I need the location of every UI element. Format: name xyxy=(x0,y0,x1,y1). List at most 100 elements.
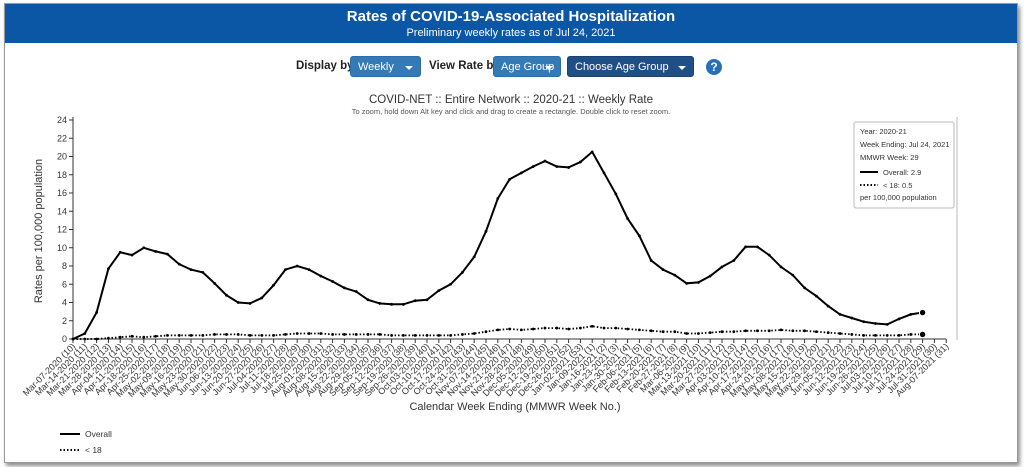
hospitalization-chart[interactable]: COVID-NET :: Entire Network :: 2020-21 :… xyxy=(5,4,1017,462)
data-point[interactable] xyxy=(826,331,830,335)
data-point[interactable] xyxy=(343,333,346,336)
question-circle-icon[interactable]: ? xyxy=(706,59,722,75)
data-point[interactable] xyxy=(918,330,927,339)
data-point[interactable] xyxy=(484,229,488,233)
data-point[interactable] xyxy=(95,337,98,341)
data-point[interactable] xyxy=(331,280,334,283)
data-point[interactable] xyxy=(201,333,205,337)
data-point[interactable] xyxy=(472,332,476,335)
data-point[interactable] xyxy=(685,332,688,335)
data-point[interactable] xyxy=(260,296,264,300)
data-point[interactable] xyxy=(555,326,559,330)
data-point[interactable] xyxy=(661,268,665,272)
data-point[interactable] xyxy=(649,259,653,262)
data-point[interactable] xyxy=(366,333,370,336)
data-point[interactable] xyxy=(756,245,759,249)
data-point[interactable] xyxy=(272,333,275,337)
data-point[interactable] xyxy=(496,328,500,332)
data-point[interactable] xyxy=(107,336,110,340)
data-point[interactable] xyxy=(779,265,783,269)
data-point[interactable] xyxy=(319,274,323,278)
data-point[interactable] xyxy=(225,293,228,297)
data-point[interactable] xyxy=(838,312,842,316)
data-point[interactable] xyxy=(555,165,559,168)
data-point[interactable] xyxy=(885,323,889,326)
data-point[interactable] xyxy=(602,171,606,175)
data-point[interactable] xyxy=(154,250,158,253)
data-point[interactable] xyxy=(614,326,618,330)
age-group-select[interactable]: Choose Age Group xyxy=(567,56,694,77)
legend-item-under18[interactable]: < 18 xyxy=(60,445,102,455)
data-point[interactable] xyxy=(331,333,334,336)
data-point[interactable] xyxy=(626,327,629,331)
data-point[interactable] xyxy=(685,281,688,285)
data-point[interactable] xyxy=(897,333,901,337)
data-point[interactable] xyxy=(307,332,311,335)
data-point[interactable] xyxy=(354,333,358,336)
data-point[interactable] xyxy=(791,273,795,277)
legend-item-overall[interactable]: Overall xyxy=(60,429,112,439)
data-point[interactable] xyxy=(673,273,677,277)
data-point[interactable] xyxy=(520,328,523,332)
data-point[interactable] xyxy=(850,333,854,336)
data-point[interactable] xyxy=(614,192,618,196)
data-point[interactable] xyxy=(543,326,547,330)
data-point[interactable] xyxy=(874,333,877,337)
data-point[interactable] xyxy=(826,304,830,308)
data-point[interactable] xyxy=(284,268,287,272)
data-point[interactable] xyxy=(236,301,240,304)
data-point[interactable] xyxy=(284,333,287,336)
data-point[interactable] xyxy=(697,281,700,284)
data-point[interactable] xyxy=(531,327,535,331)
data-point[interactable] xyxy=(142,246,146,250)
data-point[interactable] xyxy=(590,324,594,328)
data-point[interactable] xyxy=(95,311,98,314)
data-point[interactable] xyxy=(909,312,913,316)
data-point[interactable] xyxy=(673,330,677,334)
data-point[interactable] xyxy=(248,333,252,337)
data-point[interactable] xyxy=(732,330,736,334)
data-point[interactable] xyxy=(815,294,818,298)
data-point[interactable] xyxy=(83,332,87,335)
data-point[interactable] xyxy=(885,333,889,337)
data-point[interactable] xyxy=(744,245,747,249)
data-point[interactable] xyxy=(909,333,913,336)
data-point[interactable] xyxy=(378,302,382,305)
data-point[interactable] xyxy=(413,299,417,303)
data-point[interactable] xyxy=(756,329,759,333)
data-point[interactable] xyxy=(767,329,771,333)
data-point[interactable] xyxy=(484,330,488,334)
data-point[interactable] xyxy=(520,171,523,175)
data-point[interactable] xyxy=(248,302,252,305)
data-point[interactable] xyxy=(767,253,771,257)
data-point[interactable] xyxy=(343,286,346,290)
data-point[interactable] xyxy=(402,333,405,337)
data-point[interactable] xyxy=(260,333,264,337)
data-point[interactable] xyxy=(213,281,217,285)
data-point[interactable] xyxy=(815,330,818,334)
data-point[interactable] xyxy=(638,328,641,332)
data-point[interactable] xyxy=(319,332,323,335)
data-point[interactable] xyxy=(390,302,393,306)
data-point[interactable] xyxy=(791,329,795,333)
data-point[interactable] xyxy=(307,268,311,272)
data-point[interactable] xyxy=(378,333,382,336)
data-point[interactable] xyxy=(413,333,417,337)
data-point[interactable] xyxy=(862,333,865,337)
data-point[interactable] xyxy=(118,335,122,339)
data-point[interactable] xyxy=(437,333,441,337)
data-point[interactable] xyxy=(472,255,476,259)
data-point[interactable] xyxy=(567,327,570,331)
data-point[interactable] xyxy=(107,267,110,271)
data-point[interactable] xyxy=(543,159,547,163)
data-point[interactable] xyxy=(626,217,629,220)
data-point[interactable] xyxy=(201,270,205,274)
data-point[interactable] xyxy=(638,234,641,238)
data-point[interactable] xyxy=(461,270,464,274)
data-point[interactable] xyxy=(189,333,193,337)
data-point[interactable] xyxy=(402,302,405,306)
data-point[interactable] xyxy=(649,329,653,333)
data-point[interactable] xyxy=(708,274,712,278)
data-point[interactable] xyxy=(590,150,594,154)
data-point[interactable] xyxy=(862,320,865,324)
